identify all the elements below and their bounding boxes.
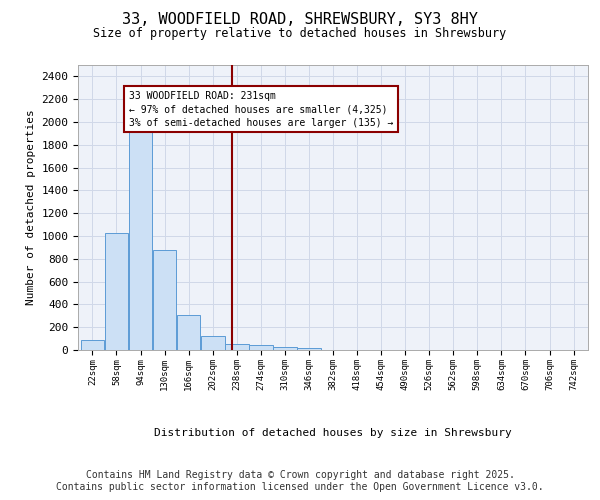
Bar (225, 344, 248, 350)
Text: Contains public sector information licensed under the Open Government Licence v3: Contains public sector information licen… (56, 482, 544, 492)
Bar (129, 131, 152, 350)
Text: Distribution of detached houses by size in Shrewsbury: Distribution of detached houses by size … (154, 428, 512, 438)
Bar (201, 336, 224, 350)
Bar (80, 340, 104, 350)
Text: 33 WOODFIELD ROAD: 231sqm
← 97% of detached houses are smaller (4,325)
3% of sem: 33 WOODFIELD ROAD: 231sqm ← 97% of detac… (128, 91, 393, 128)
Bar (249, 345, 272, 350)
Bar (153, 250, 176, 350)
Bar (297, 348, 321, 350)
Bar (105, 232, 128, 350)
Bar (177, 314, 200, 350)
Bar (273, 346, 296, 350)
Text: Size of property relative to detached houses in Shrewsbury: Size of property relative to detached ho… (94, 28, 506, 40)
Y-axis label: Number of detached properties: Number of detached properties (26, 110, 36, 306)
Text: 33, WOODFIELD ROAD, SHREWSBURY, SY3 8HY: 33, WOODFIELD ROAD, SHREWSBURY, SY3 8HY (122, 12, 478, 28)
Text: Contains HM Land Registry data © Crown copyright and database right 2025.: Contains HM Land Registry data © Crown c… (86, 470, 514, 480)
